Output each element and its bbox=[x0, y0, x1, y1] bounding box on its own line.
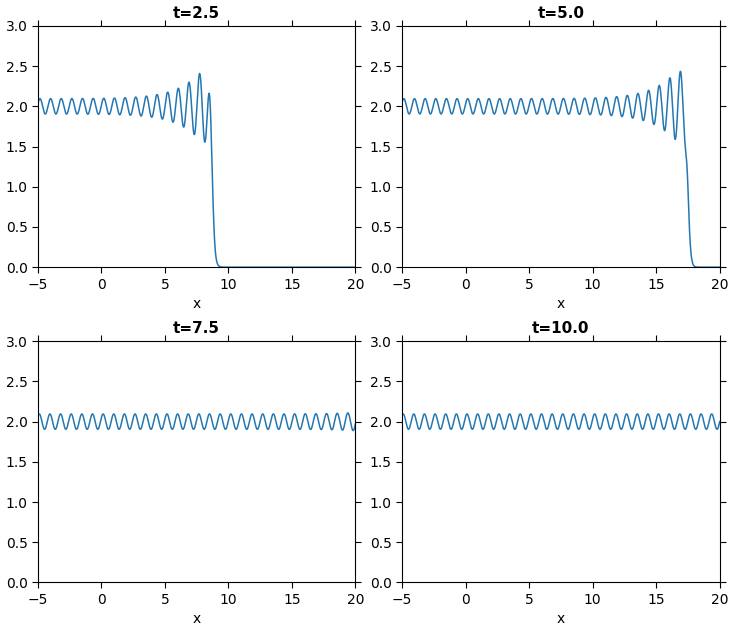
Title: t=5.0: t=5.0 bbox=[537, 6, 584, 21]
X-axis label: x: x bbox=[557, 612, 565, 626]
Title: t=2.5: t=2.5 bbox=[173, 6, 220, 21]
X-axis label: x: x bbox=[557, 297, 565, 311]
Title: t=10.0: t=10.0 bbox=[532, 321, 589, 336]
Title: t=7.5: t=7.5 bbox=[173, 321, 220, 336]
X-axis label: x: x bbox=[192, 612, 201, 626]
X-axis label: x: x bbox=[192, 297, 201, 311]
